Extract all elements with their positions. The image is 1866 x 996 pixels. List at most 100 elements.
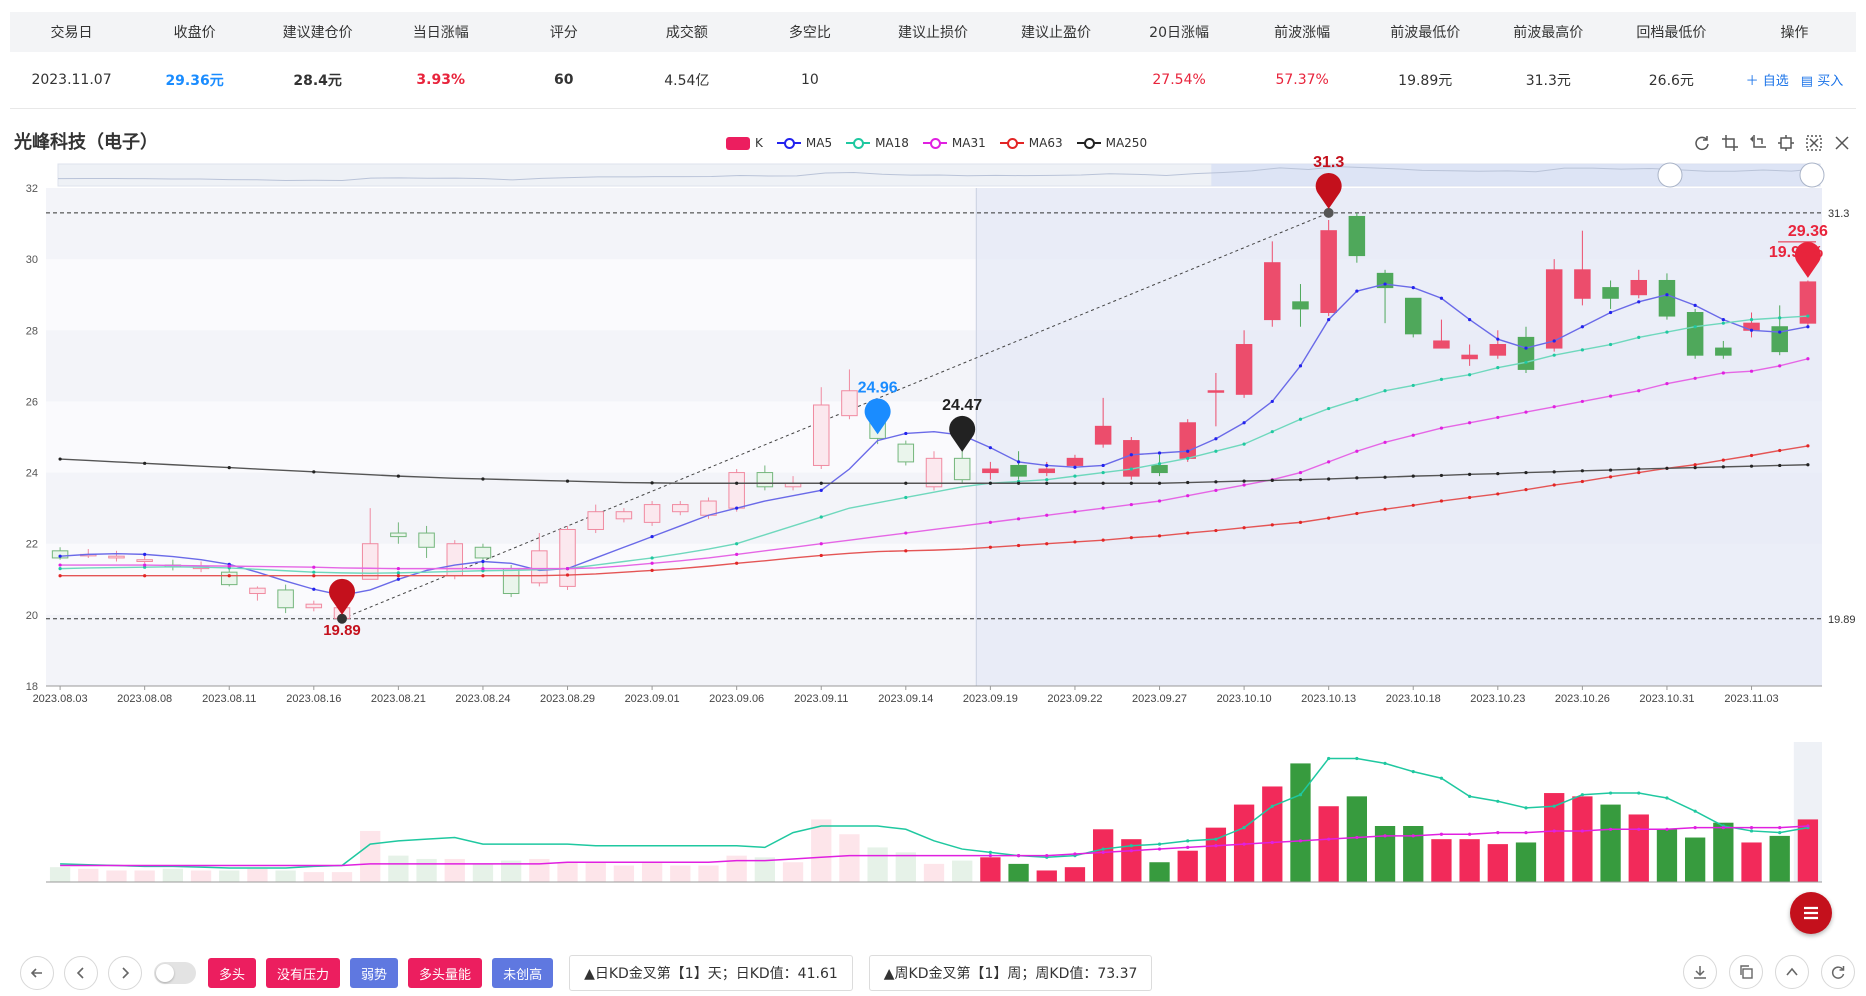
marker-anchor — [337, 613, 347, 624]
copy-button[interactable] — [1729, 955, 1763, 989]
download-button[interactable] — [1683, 955, 1717, 989]
volume-ma-line-1 — [60, 757, 1809, 869]
ma-point — [58, 457, 62, 461]
tag-no-new-high[interactable]: 未创高 — [492, 958, 554, 988]
tag-bullish[interactable]: 多头 — [208, 958, 257, 988]
candle — [1686, 308, 1704, 359]
ma-point — [1016, 460, 1021, 464]
ma-point — [1721, 371, 1725, 375]
reload-button[interactable] — [1821, 955, 1855, 989]
tag-no-pressure[interactable]: 没有压力 — [266, 958, 341, 988]
legend-item-ma31[interactable]: MA31 — [922, 136, 986, 150]
ma-point — [1778, 364, 1782, 368]
ma-point — [1214, 437, 1218, 441]
ma-line-ma250 — [60, 458, 1808, 484]
candle-body — [1235, 344, 1253, 395]
buy-link[interactable]: ▤ 买入 — [1800, 74, 1844, 90]
ma-point — [1383, 282, 1387, 286]
volume-ma-point — [1157, 842, 1162, 846]
candle-body — [728, 472, 745, 509]
volume-ma-point — [1693, 809, 1697, 813]
legend-item-ma18[interactable]: MA18 — [846, 136, 909, 150]
ma-point — [735, 542, 739, 546]
refresh-icon[interactable] — [1777, 134, 1795, 152]
candle — [1545, 259, 1563, 352]
legend-label: K — [755, 136, 763, 150]
restore-icon[interactable] — [1693, 134, 1711, 152]
volume-bar — [613, 865, 635, 882]
volume-ma-point — [1186, 839, 1190, 843]
marker-label: 31.3 — [1313, 154, 1344, 171]
chevron-right-icon — [122, 967, 130, 979]
ma-point — [1468, 373, 1472, 377]
candle — [249, 586, 266, 601]
col-header: 当日涨幅 — [379, 12, 503, 52]
volume-ma-point — [1665, 796, 1669, 800]
volume-bar — [190, 870, 212, 882]
brush-clear-icon[interactable] — [1833, 134, 1851, 152]
cell-take-profit — [994, 52, 1118, 109]
candle — [1123, 437, 1140, 480]
legend-item-k[interactable]: K — [726, 136, 763, 150]
ma-point — [1186, 480, 1190, 485]
ma-point — [1637, 389, 1641, 393]
ma-point — [1665, 330, 1669, 334]
ma-point — [1214, 449, 1218, 453]
select-icon[interactable] — [1805, 134, 1823, 152]
scroll-top-button[interactable] — [1775, 955, 1809, 989]
next-stock-button[interactable] — [108, 956, 142, 990]
back-button[interactable] — [20, 956, 54, 990]
ma-point — [1693, 465, 1697, 470]
candle — [1574, 230, 1591, 306]
ma-point — [1468, 318, 1472, 322]
volume-ma-point — [1496, 799, 1500, 803]
ma-point — [1073, 465, 1077, 469]
zoom-icon[interactable] — [1721, 134, 1739, 152]
legend-item-ma250[interactable]: MA250 — [1076, 136, 1147, 150]
ma-line-ma63 — [60, 445, 1809, 577]
chart-legend: K MA5 MA18 MA31 MA63 MA250 — [726, 136, 1147, 150]
legend-item-ma5[interactable]: MA5 — [776, 136, 832, 150]
volume-ma-point — [1242, 842, 1246, 846]
legend-ma5-swatch — [776, 137, 801, 149]
volume-ma-point — [1693, 826, 1697, 830]
volume-bar — [1403, 826, 1424, 882]
legend-label: MA31 — [951, 136, 986, 150]
menu-fab[interactable] — [1790, 892, 1832, 934]
zoom-back-icon[interactable] — [1749, 134, 1767, 152]
prev-stock-button[interactable] — [64, 956, 98, 990]
ma-point — [1806, 357, 1810, 361]
marker-label: 24.96 — [858, 379, 898, 396]
candle-body — [1489, 344, 1507, 356]
ma-point — [1186, 531, 1190, 535]
volume-ma-point — [1665, 827, 1669, 831]
candle-body — [249, 587, 266, 595]
candle-body — [1123, 440, 1140, 477]
candle-body — [756, 472, 774, 488]
add-watchlist-link[interactable]: ＋ 自选 — [1745, 74, 1789, 90]
candle — [1292, 284, 1309, 327]
volume-ma-point — [1129, 849, 1133, 853]
x-tick-label: 2023.09.27 — [1132, 693, 1187, 705]
ma-point — [1214, 528, 1218, 533]
marker-pin — [864, 398, 891, 435]
candle-body — [1433, 340, 1450, 349]
ma-point — [1608, 342, 1613, 347]
ma-point — [143, 461, 147, 465]
volume-bar — [1064, 867, 1086, 882]
ma-point — [58, 563, 62, 567]
candle — [390, 522, 407, 544]
volume-ma-point — [1552, 804, 1556, 808]
legend-item-ma63[interactable]: MA63 — [999, 136, 1063, 150]
ma-point — [1411, 286, 1415, 290]
mode-toggle[interactable] — [154, 962, 196, 984]
ma-point — [1016, 481, 1021, 485]
x-tick-label: 2023.10.10 — [1217, 693, 1272, 705]
ma-point — [481, 477, 485, 481]
tag-bullish-volume[interactable]: 多头量能 — [408, 958, 483, 988]
kline-chart[interactable]: 18 20 22 24 26 28 30 32 2023.08.03 2023.08.08 2023… — [0, 0, 1866, 940]
tag-weak[interactable]: 弱势 — [350, 958, 399, 988]
ma-point — [1778, 463, 1782, 468]
candle — [1404, 297, 1422, 338]
ma-point — [227, 574, 231, 578]
